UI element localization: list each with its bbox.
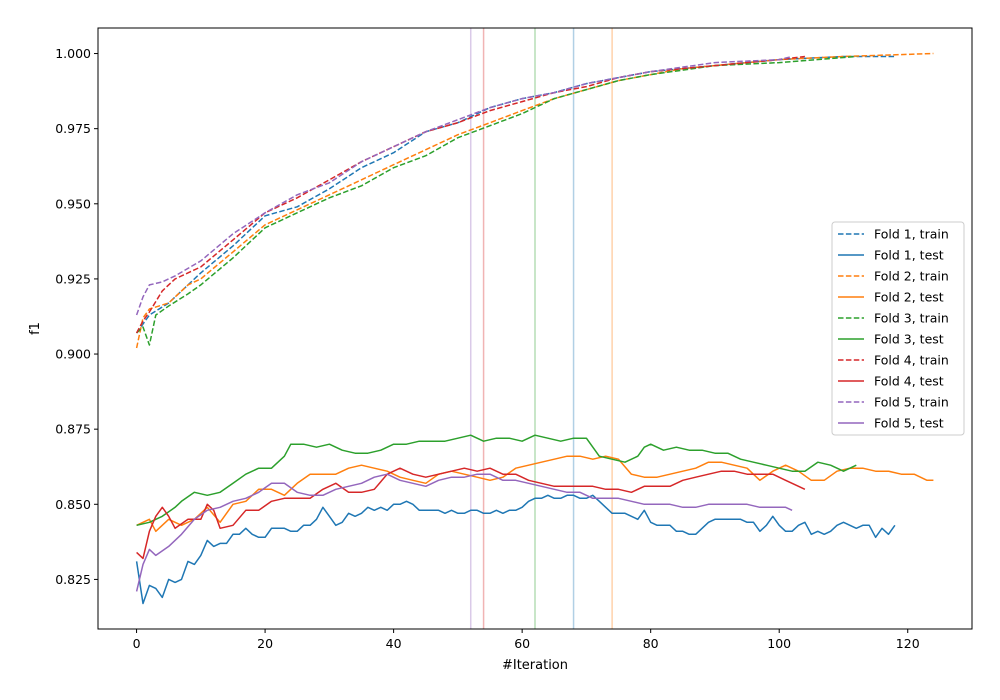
legend-label: Fold 2, test xyxy=(874,290,944,305)
x-tick-label: 20 xyxy=(257,636,273,651)
series-line xyxy=(135,55,793,316)
series-line xyxy=(136,55,857,346)
y-tick-label: 0.850 xyxy=(55,497,91,512)
y-tick-label: 0.950 xyxy=(55,196,91,211)
series-line xyxy=(135,473,793,592)
series-line xyxy=(135,494,896,605)
legend-label: Fold 3, train xyxy=(874,311,949,326)
x-tick-label: 120 xyxy=(896,636,920,651)
x-tick-label: 60 xyxy=(514,636,530,651)
x-tick-label: 80 xyxy=(643,636,659,651)
y-tick-label: 0.925 xyxy=(55,271,91,286)
legend-label: Fold 5, train xyxy=(874,395,949,410)
series-line xyxy=(136,455,934,533)
legend-label: Fold 5, test xyxy=(874,416,944,431)
legend-label: Fold 1, test xyxy=(874,248,944,263)
y-tick-label: 0.825 xyxy=(55,572,91,587)
legend-label: Fold 4, train xyxy=(874,353,949,368)
legend-box xyxy=(831,221,965,436)
plot-frame xyxy=(97,27,973,630)
y-tick-label: 0.875 xyxy=(55,422,91,437)
x-tick-label: 100 xyxy=(767,636,791,651)
legend-label: Fold 3, test xyxy=(874,332,944,347)
series-line xyxy=(136,434,857,527)
series-line xyxy=(136,467,806,560)
legend-label: Fold 1, train xyxy=(874,227,949,242)
y-tick-label: 0.900 xyxy=(55,347,91,362)
y-tick-label: 1.000 xyxy=(55,46,91,61)
legend-label: Fold 4, test xyxy=(874,374,944,389)
y-axis-ticks: 0.825 0.850 0.875 0.900 0.925 0.950 0.975 1.000 xyxy=(55,46,98,587)
y-tick-label: 0.975 xyxy=(55,121,91,136)
x-tick-label: 40 xyxy=(386,636,402,651)
legend: Fold 1, train Fold 1, test Fold 2, train Fo… xyxy=(831,221,965,436)
legend-label: Fold 2, train xyxy=(874,269,949,284)
series-line xyxy=(135,55,895,334)
vertical-marker-lines xyxy=(469,28,613,629)
x-axis-label: #Iteration xyxy=(502,658,568,673)
y-axis-label: f1 xyxy=(28,322,43,335)
x-tick-label: 0 xyxy=(133,636,141,651)
x-axis-ticks: 0 20 40 60 80 100 120 xyxy=(133,629,920,651)
series-lines xyxy=(135,52,934,605)
